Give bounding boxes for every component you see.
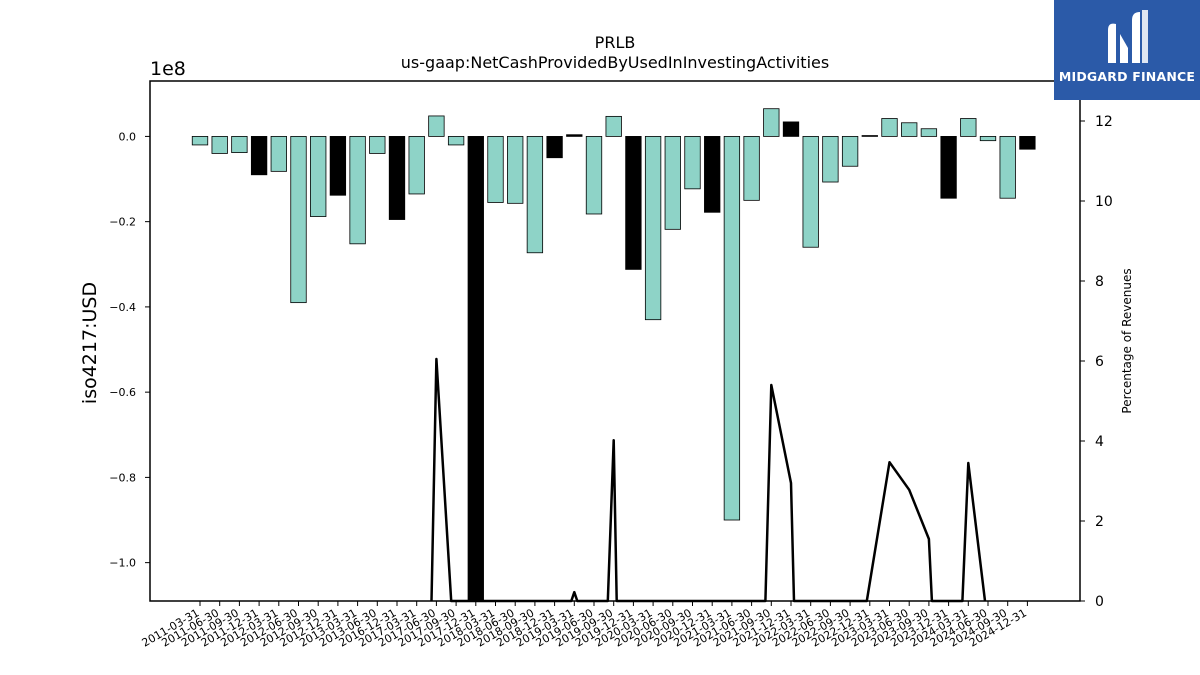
y-tick-label: −0.4 xyxy=(109,301,136,314)
bar-2023-09-30 xyxy=(920,128,938,137)
y2-axis-label: Percentage of Revenues xyxy=(1120,268,1134,413)
bar-2024-03-31 xyxy=(960,118,977,137)
bar-2012-09-30 xyxy=(310,136,327,217)
bar-2017-09-30 xyxy=(447,136,465,146)
bar-2017-06-30 xyxy=(428,115,445,137)
y-tick-label: 0.0 xyxy=(119,130,137,143)
logo-brand-text: MIDGARD FINANCE xyxy=(1058,69,1196,84)
bar-2018-09-30 xyxy=(526,136,544,254)
y-tick-label: −1.0 xyxy=(109,557,136,570)
bar-2023-06-30 xyxy=(901,122,918,137)
bar-2011-09-30 xyxy=(231,136,248,154)
bar-2022-12-31 xyxy=(861,135,878,137)
plot-frame xyxy=(149,80,1081,602)
y2-tick-label: 0 xyxy=(1095,594,1104,610)
bar-2022-06-30 xyxy=(822,136,839,183)
bar-2020-03-31 xyxy=(644,136,662,321)
bar-2018-06-30 xyxy=(507,136,524,204)
bar-2022-09-30 xyxy=(841,136,859,167)
bar-2017-03-31 xyxy=(408,136,425,195)
y2-tick-label: 12 xyxy=(1095,114,1113,130)
bar-2013-06-30 xyxy=(369,136,386,154)
y2-tick-label: 8 xyxy=(1095,274,1104,290)
bar-2019-06-30 xyxy=(585,136,603,215)
bar-2022-03-31 xyxy=(802,136,819,248)
y2-tick-label: 2 xyxy=(1095,514,1104,530)
bar-2011-06-30 xyxy=(211,136,228,154)
y-tick-label: −0.6 xyxy=(109,386,136,399)
percentage-line xyxy=(430,357,987,603)
bar-2013-03-31 xyxy=(349,136,366,245)
bar-2021-03-31 xyxy=(723,136,741,521)
bar-2024-06-30 xyxy=(979,136,997,142)
bar-2020-12-31 xyxy=(704,136,721,213)
y-offset-label: 1e8 xyxy=(150,58,186,80)
percentage-series-line xyxy=(430,357,987,603)
bar-2020-09-30 xyxy=(684,136,701,190)
midgard-logo-icon xyxy=(1108,10,1148,64)
bar-2021-09-30 xyxy=(763,108,780,137)
bars xyxy=(191,108,1036,602)
bar-2019-03-31 xyxy=(566,134,583,137)
bar-2017-12-31 xyxy=(467,136,484,602)
bar-2011-03-31 xyxy=(191,136,209,146)
bar-2023-03-31 xyxy=(881,118,898,137)
chart-subtitle: us-gaap:NetCashProvidedByUsedInInvesting… xyxy=(401,53,829,72)
bar-2024-09-30 xyxy=(999,136,1016,199)
bar-2020-06-30 xyxy=(664,136,681,230)
bar-2012-12-31 xyxy=(329,136,347,196)
y-tick-label: −0.8 xyxy=(109,471,136,484)
bar-2012-06-30 xyxy=(290,136,307,304)
y-axis-label: iso4217:USD xyxy=(79,282,101,404)
bar-2021-12-31 xyxy=(782,121,800,137)
y2-tick-label: 10 xyxy=(1095,194,1113,210)
bar-2018-03-31 xyxy=(487,136,504,203)
bar-2016-12-31 xyxy=(388,136,406,220)
bar-2021-06-30 xyxy=(743,136,760,201)
bar-2018-12-31 xyxy=(546,136,563,159)
bar-2019-12-31 xyxy=(625,136,642,270)
chart-title: PRLB xyxy=(595,33,636,52)
bar-2019-09-30 xyxy=(605,115,622,137)
y2-tick-label: 6 xyxy=(1095,354,1104,370)
y2-tick-label: 4 xyxy=(1095,434,1104,450)
bar-2012-03-31 xyxy=(270,136,287,172)
midgard-finance-logo: MIDGARD FINANCE xyxy=(1054,0,1200,100)
bar-2024-12-31 xyxy=(1019,136,1036,150)
bar-2023-12-31 xyxy=(940,136,957,199)
y-tick-label: −0.2 xyxy=(109,216,136,229)
bar-2011-12-31 xyxy=(250,136,268,176)
axis-ticks: 0.0−0.2−0.4−0.6−0.8−1.00246810122011-03-… xyxy=(109,114,1113,650)
